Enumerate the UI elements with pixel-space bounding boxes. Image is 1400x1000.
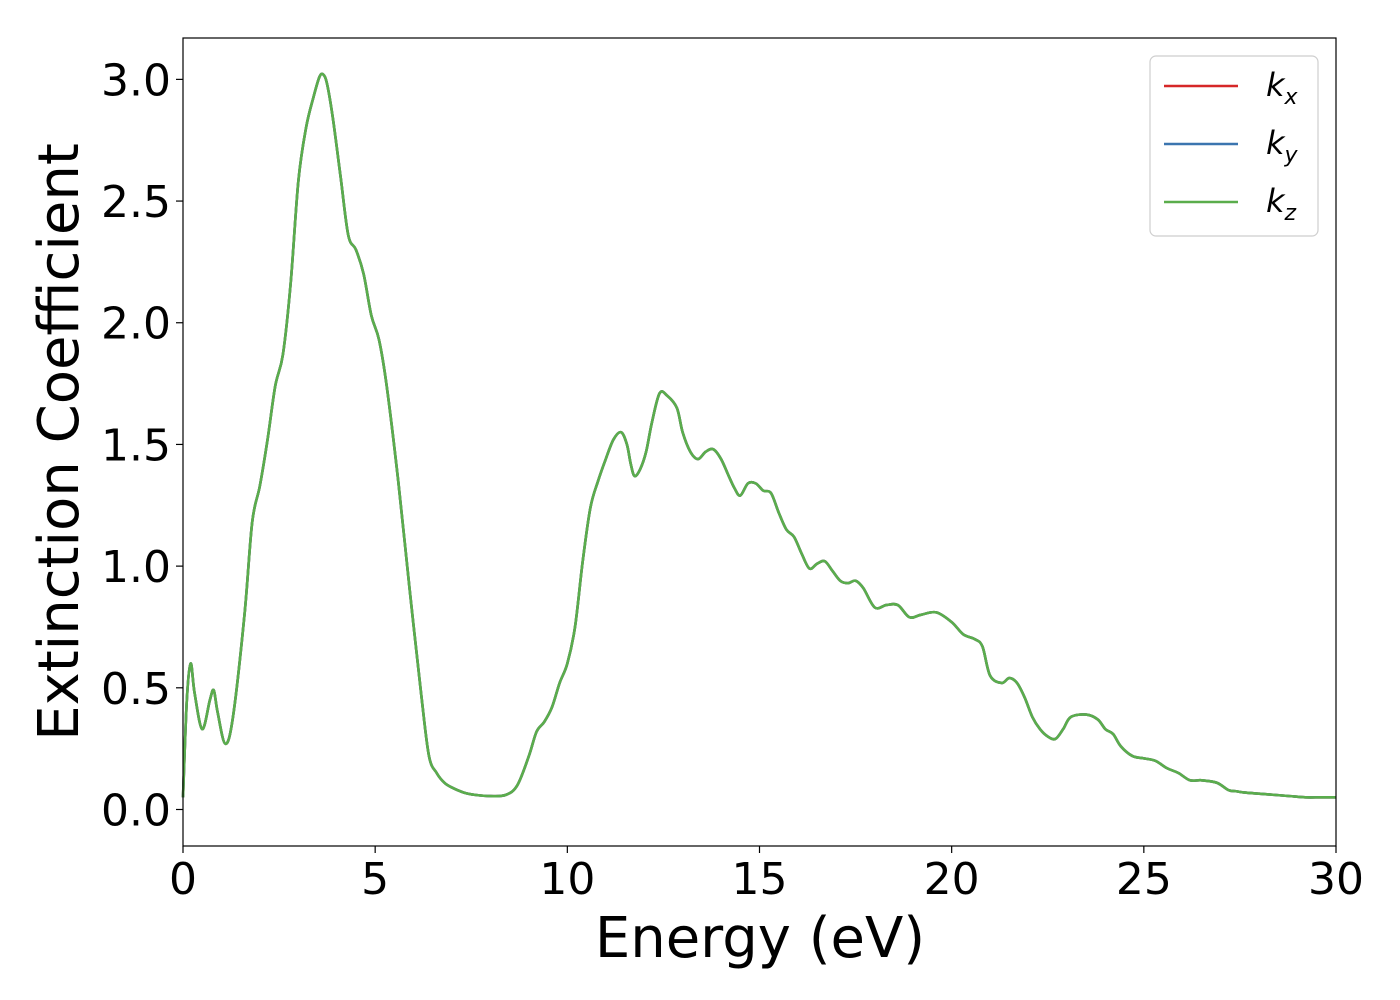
- legend-box: [1149, 55, 1319, 237]
- x-tick-label: 20: [924, 854, 980, 905]
- legend-items: kx ky kz: [1164, 66, 1299, 226]
- x-tick-label: 15: [732, 854, 788, 905]
- y-tick-label: 0.5: [101, 664, 171, 715]
- y-tick-label: 1.5: [101, 420, 171, 471]
- legend-label-kz: kz: [1266, 182, 1297, 226]
- legend-label-kx: kx: [1266, 66, 1299, 110]
- x-axis-label: Energy (eV): [595, 906, 925, 971]
- x-tick-label: 25: [1116, 854, 1172, 905]
- y-axis-ticks: 0.0 0.5 1.0 1.5 2.0 2.5 3.0: [101, 55, 183, 836]
- x-tick-label: 5: [361, 854, 389, 905]
- legend: kx ky kz: [1149, 55, 1319, 237]
- y-tick-label: 1.0: [101, 542, 171, 593]
- x-tick-label: 10: [539, 854, 595, 905]
- x-tick-label: 0: [169, 854, 197, 905]
- series-line-kz: [181, 72, 1336, 799]
- y-tick-label: 0.0: [101, 785, 171, 836]
- x-tick-label: 30: [1308, 854, 1364, 905]
- y-axis-label: Extinction Coefficient: [27, 143, 92, 741]
- y-tick-label: 2.0: [101, 299, 171, 350]
- y-tick-label: 2.5: [101, 177, 171, 228]
- legend-label-ky: ky: [1266, 124, 1299, 168]
- x-axis-ticks: 0 5 10 15 20 25 30: [169, 846, 1364, 905]
- series-layer: [181, 72, 1336, 799]
- y-tick-label: 3.0: [101, 55, 171, 106]
